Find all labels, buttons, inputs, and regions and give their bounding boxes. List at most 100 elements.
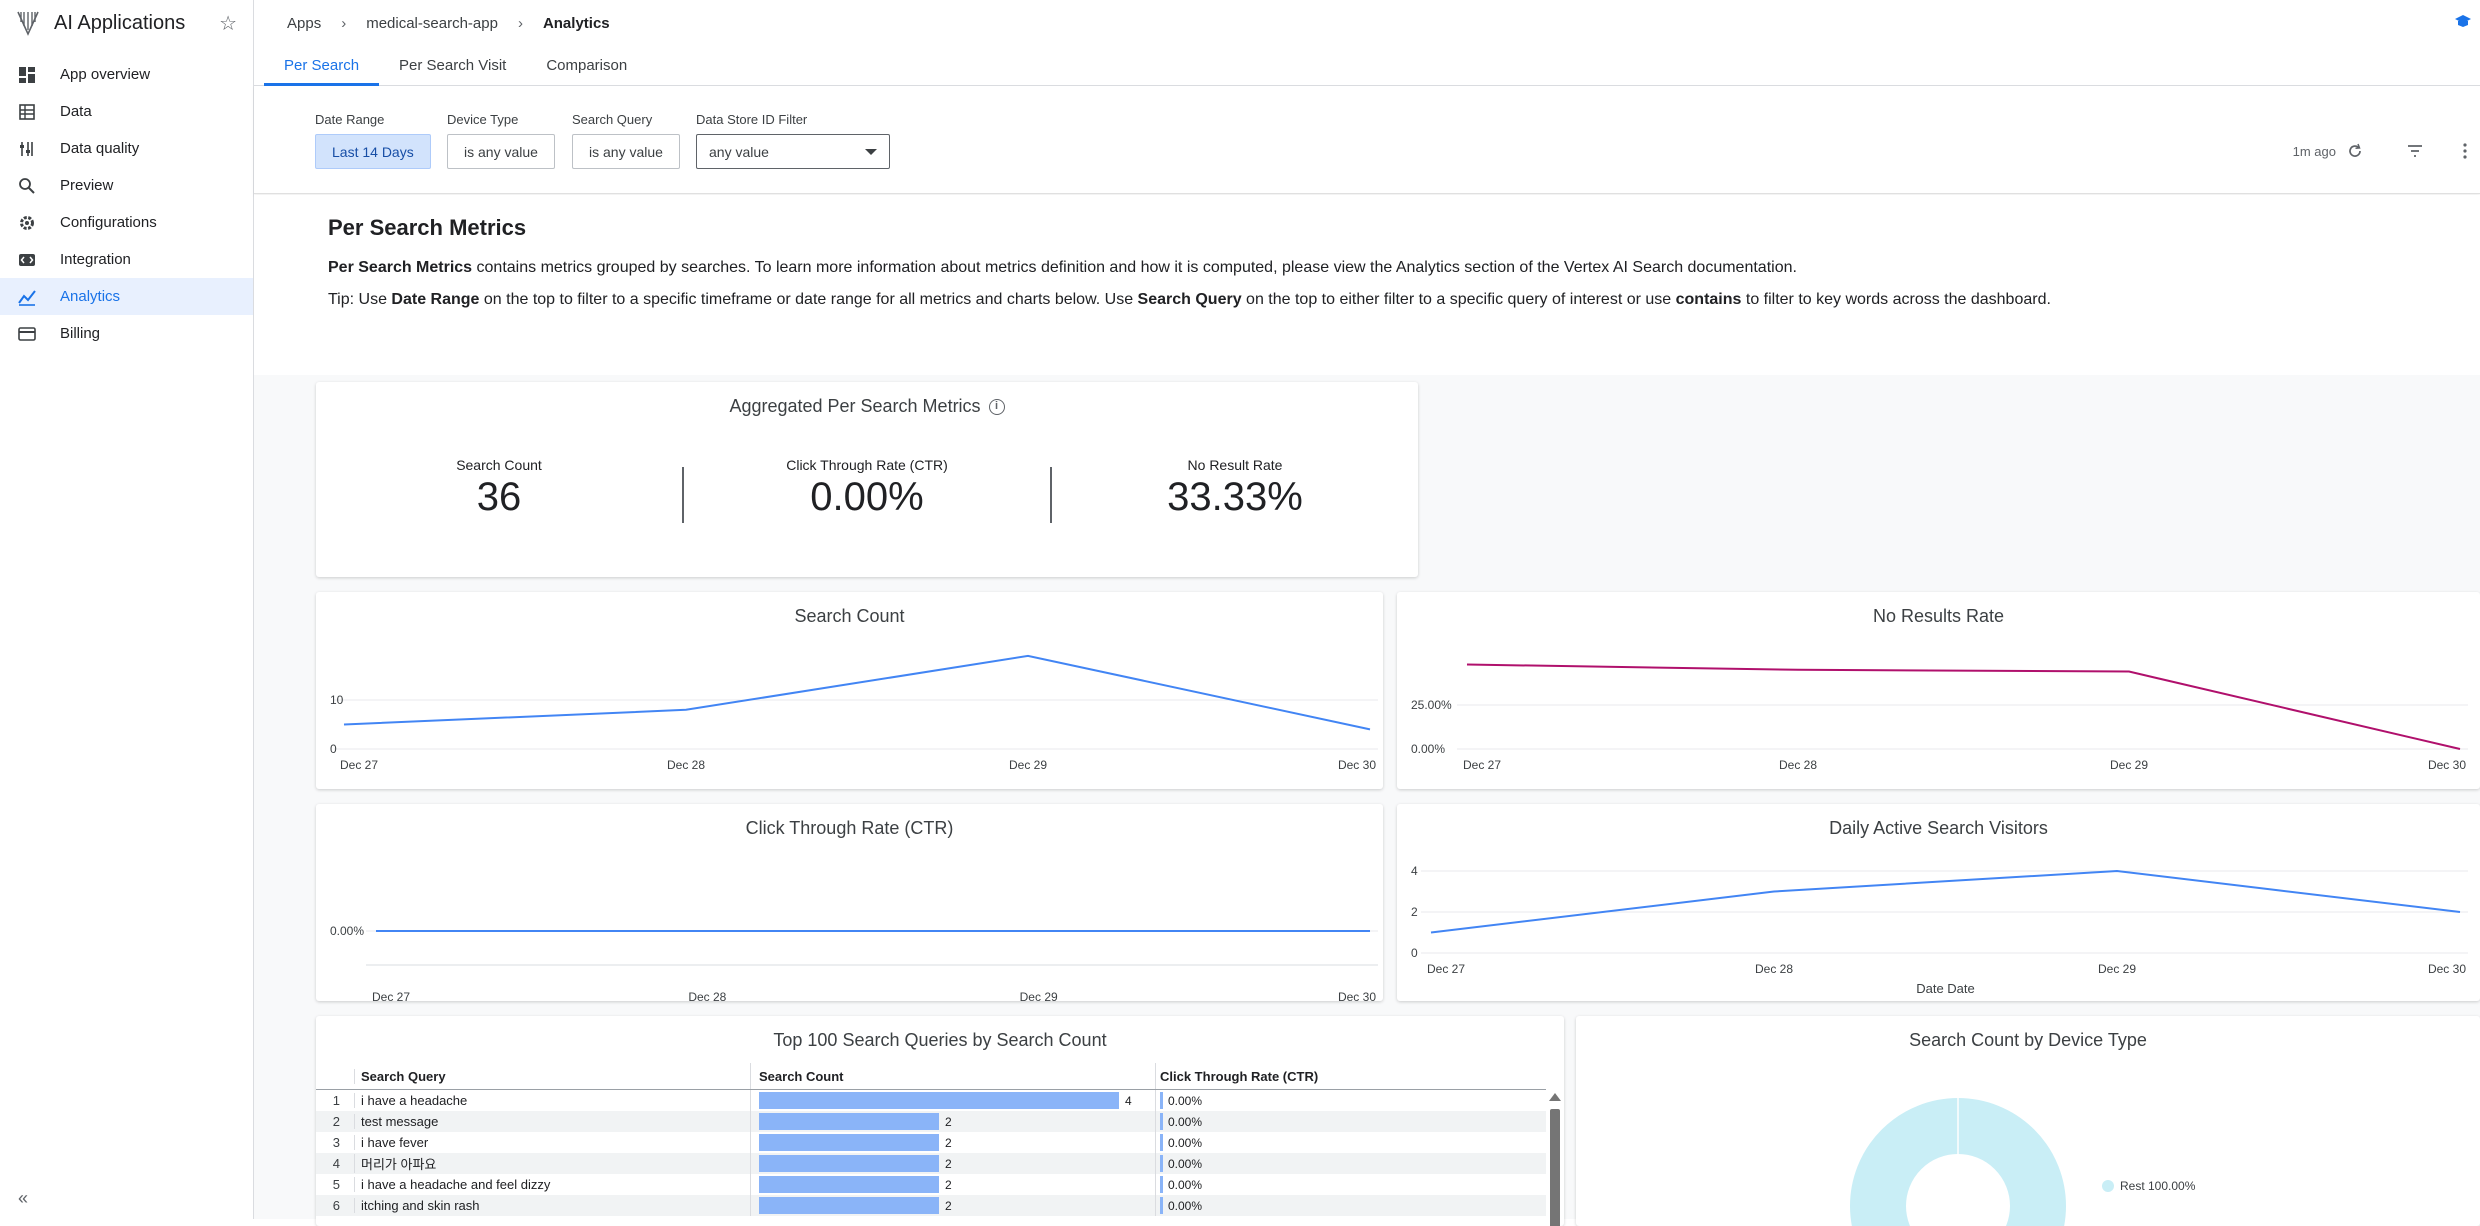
count-value: 2 <box>945 1136 952 1150</box>
device-type-chart-card: Search Count by Device Type Rest 100.00% <box>1576 1016 2480 1226</box>
kpi-label: No Result Rate <box>1052 457 1418 473</box>
chevron-right-icon: › <box>341 15 346 32</box>
tune-icon <box>18 140 36 158</box>
tab-comparison[interactable]: Comparison <box>526 46 647 86</box>
kpi-no-result-rate: No Result Rate 33.33% <box>1052 457 1418 523</box>
scroll-thumb[interactable] <box>1550 1109 1560 1226</box>
header-search-count[interactable]: Search Count <box>750 1063 1155 1089</box>
more-vert-icon[interactable] <box>2456 142 2474 160</box>
star-icon[interactable]: ☆ <box>219 11 237 36</box>
filter-label: Date Range <box>315 112 431 127</box>
x-tick-label: Dec 27 <box>372 990 410 1001</box>
legend-swatch <box>2102 1180 2114 1192</box>
cell-search-count: 2 <box>750 1153 1155 1174</box>
gear-icon <box>18 214 36 232</box>
count-bar <box>759 1092 1119 1109</box>
cell-search-query: 머리가 아파요 <box>354 1154 750 1173</box>
header-ctr[interactable]: Click Through Rate (CTR) <box>1155 1063 1546 1089</box>
sidebar-item-data-quality[interactable]: Data quality <box>0 130 253 167</box>
count-value: 2 <box>945 1178 952 1192</box>
device-type-donut-chart[interactable]: Rest 100.00% <box>1576 1056 2480 1226</box>
cell-ctr: 0.00% <box>1155 1090 1546 1111</box>
x-tick-label: Dec 30 <box>1338 758 1376 772</box>
cell-ctr: 0.00% <box>1155 1111 1546 1132</box>
kpi-row: Search Count 36 Click Through Rate (CTR)… <box>316 457 1418 523</box>
graduation-cap-icon[interactable] <box>2454 12 2472 30</box>
x-tick-label: Dec 28 <box>667 758 705 772</box>
tip-bold: contains <box>1676 291 1742 308</box>
device-type-filter: Device Type is any value <box>447 112 555 169</box>
sidebar-item-label: Analytics <box>60 288 120 305</box>
search-icon <box>18 177 36 195</box>
row-index: 2 <box>316 1114 354 1129</box>
x-tick-label: Dec 28 <box>1755 962 1793 976</box>
header-search-query[interactable]: Search Query <box>354 1069 750 1084</box>
tip-paragraph: Tip: Use Date Range on the top to filter… <box>328 291 2480 309</box>
intro-text: contains metrics grouped by searches. To… <box>472 259 1797 276</box>
sidebar-item-app-overview[interactable]: App overview <box>0 56 253 93</box>
x-tick-label: Dec 29 <box>2098 962 2136 976</box>
tab-per-search[interactable]: Per Search <box>264 46 379 86</box>
sidebar-item-preview[interactable]: Preview <box>0 167 253 204</box>
info-icon[interactable]: i <box>989 399 1005 415</box>
x-tick-label: Dec 30 <box>2428 758 2466 772</box>
filter-label: Device Type <box>447 112 555 127</box>
kpi-label: Search Count <box>316 457 682 473</box>
chart-title: Search Count by Device Type <box>1576 1030 2480 1051</box>
refresh-icon[interactable] <box>2346 142 2364 160</box>
chevron-right-icon: › <box>518 15 523 32</box>
breadcrumb-app[interactable]: medical-search-app <box>366 15 498 32</box>
breadcrumb-current: Analytics <box>543 15 610 32</box>
table-scrollbar[interactable] <box>1548 1091 1562 1226</box>
card-icon <box>18 325 36 343</box>
tab-per-search-visit[interactable]: Per Search Visit <box>379 46 526 86</box>
row-index: 5 <box>316 1177 354 1192</box>
brand: AI Applications ☆ <box>0 0 253 46</box>
legend-label[interactable]: Rest 100.00% <box>2120 1179 2196 1193</box>
breadcrumb-apps[interactable]: Apps <box>287 15 321 32</box>
search-query-button[interactable]: is any value <box>572 134 680 169</box>
data-store-select[interactable]: any value <box>696 134 890 169</box>
x-tick-label: Dec 27 <box>340 758 378 772</box>
series-line[interactable] <box>1467 665 2460 749</box>
scroll-up-icon[interactable] <box>1549 1093 1561 1101</box>
sidebar-item-label: Billing <box>60 325 100 342</box>
sidebar-item-analytics[interactable]: Analytics <box>0 278 253 315</box>
cell-search-query: itching and skin rash <box>354 1198 750 1213</box>
y-tick-label: 4 <box>1411 864 1418 878</box>
top-queries-table: Search Query Search Count Click Through … <box>316 1063 1546 1216</box>
filter-label: Search Query <box>572 112 680 127</box>
sidebar-item-integration[interactable]: Integration <box>0 241 253 278</box>
ctr-value: 0.00% <box>1168 1094 1202 1108</box>
data-store-select-value: any value <box>709 144 769 160</box>
row-index: 1 <box>316 1093 354 1108</box>
collapse-sidebar-icon[interactable]: « <box>18 1188 28 1209</box>
cell-search-count: 4 <box>750 1090 1155 1111</box>
sidebar-item-configurations[interactable]: Configurations <box>0 204 253 241</box>
kpi-value: 33.33% <box>1052 475 1418 520</box>
data-store-filter: Data Store ID Filter any value <box>696 112 890 169</box>
filter-bar: Date Range Last 14 Days Device Type is a… <box>254 86 2480 194</box>
sidebar-item-data[interactable]: Data <box>0 93 253 130</box>
filter-icon[interactable] <box>2406 142 2424 160</box>
series-line[interactable] <box>1431 871 2460 933</box>
sidebar-item-label: App overview <box>60 66 150 83</box>
series-line[interactable] <box>344 656 1370 730</box>
ctr-value: 0.00% <box>1168 1136 1202 1150</box>
x-tick-label: Dec 28 <box>1779 758 1817 772</box>
date-range-button[interactable]: Last 14 Days <box>315 134 431 169</box>
device-type-button[interactable]: is any value <box>447 134 555 169</box>
sidebar-item-billing[interactable]: Billing <box>0 315 253 352</box>
tip-text: on the top to either filter to a specifi… <box>1242 291 1676 308</box>
